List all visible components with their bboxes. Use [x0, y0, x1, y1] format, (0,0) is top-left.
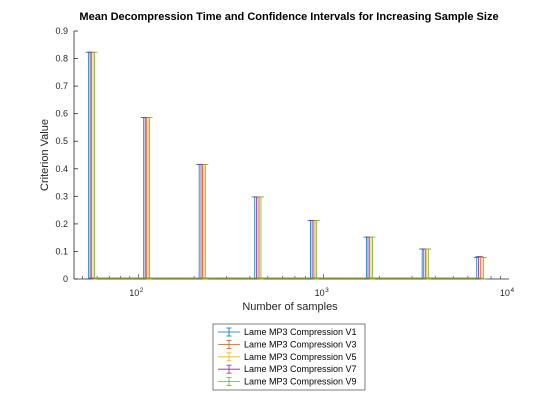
y-tick-label: 0.3	[55, 191, 68, 201]
legend-label: Lame MP3 Compression V7	[244, 364, 357, 374]
legend-label: Lame MP3 Compression V3	[244, 339, 357, 349]
y-tick-label: 0.1	[55, 246, 68, 256]
legend-item: Lame MP3 Compression V5	[218, 352, 357, 362]
y-tick-label: 0.7	[55, 81, 68, 91]
series-5	[91, 51, 487, 280]
y-tick-label: 0.6	[55, 109, 68, 119]
x-axis-label: Number of samples	[242, 301, 338, 313]
legend-label: Lame MP3 Compression V9	[244, 377, 357, 387]
legend-item: Lame MP3 Compression V3	[218, 339, 357, 349]
axes: 0 0.1 0.2 0.3 0.4 0.5 0.6 0.7 0.8 0.9 102 103 104	[55, 26, 514, 298]
data-series	[85, 51, 487, 280]
chart-title: Mean Decompression Time and Confidence I…	[79, 11, 498, 23]
legend-item: Lame MP3 Compression V1	[218, 327, 357, 337]
x-tick-label: 103	[315, 287, 330, 298]
legend-label: Lame MP3 Compression V1	[244, 327, 357, 337]
legend-label: Lame MP3 Compression V5	[244, 352, 357, 362]
y-tick-label: 0.5	[55, 136, 68, 146]
y-tick-label: 0	[63, 274, 68, 284]
y-tick-label: 0.9	[55, 26, 68, 36]
legend-item: Lame MP3 Compression V7	[218, 364, 357, 374]
x-tick-label: 102	[129, 287, 144, 298]
y-axis-label: Criterion Value	[39, 119, 51, 191]
legend: Lame MP3 Compression V1 Lame MP3 Compress…	[212, 323, 366, 391]
plot-area	[74, 31, 509, 279]
y-tick-label: 0.4	[55, 164, 68, 174]
x-tick-label: 104	[500, 287, 515, 298]
y-tick-label: 0.8	[55, 54, 68, 64]
legend-item: Lame MP3 Compression V9	[218, 377, 357, 387]
y-tick-label: 0.2	[55, 219, 68, 229]
